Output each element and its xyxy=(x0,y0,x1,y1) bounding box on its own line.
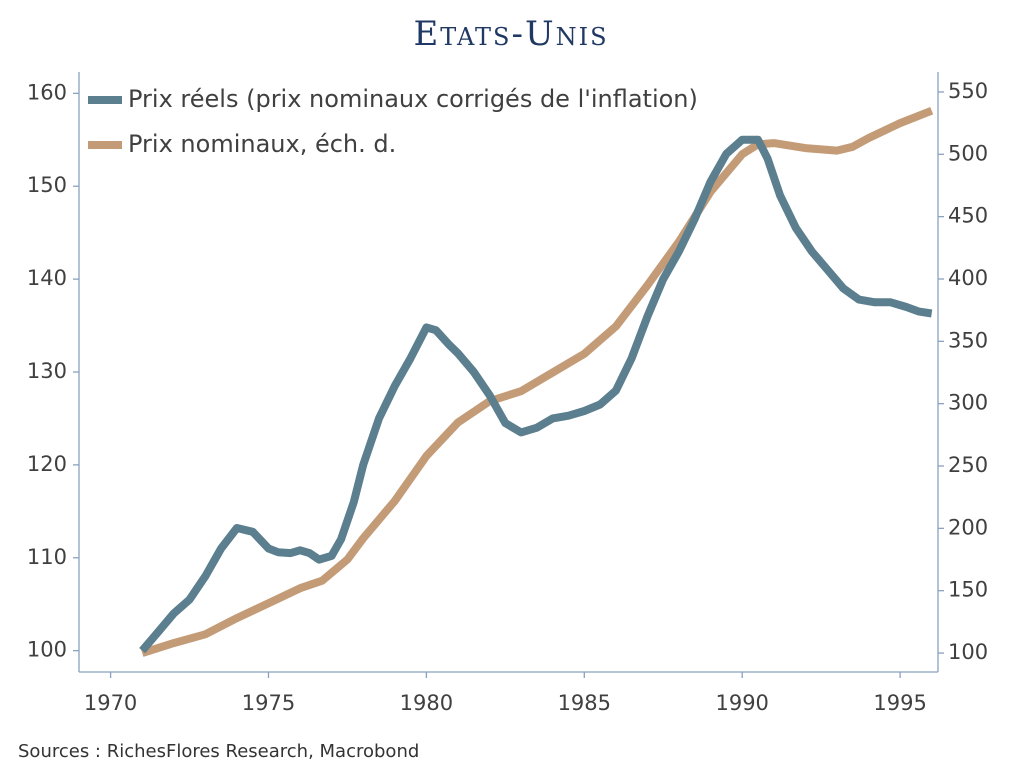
y-tick-label: 140 xyxy=(27,266,67,290)
x-tick-label: 1995 xyxy=(873,691,926,715)
y-tick-label: 160 xyxy=(27,80,67,104)
x-tick-label: 1970 xyxy=(84,691,137,715)
x-tick-label: 1980 xyxy=(400,691,453,715)
y2-tick-label: 200 xyxy=(948,515,988,539)
y2-tick-label: 550 xyxy=(948,79,988,103)
y-tick-label: 150 xyxy=(27,173,67,197)
legend-label: Prix réels (prix nominaux corrigés de l'… xyxy=(128,85,698,113)
y2-tick-label: 450 xyxy=(948,204,988,228)
x-tick-label: 1975 xyxy=(242,691,295,715)
chart-title: Etats-Unis xyxy=(413,14,608,54)
y2-tick-label: 300 xyxy=(948,391,988,415)
y2-tick-label: 500 xyxy=(948,141,988,165)
source: Sources : RichesFlores Research, Macrobo… xyxy=(18,741,419,762)
x-tick-label: 1985 xyxy=(558,691,611,715)
y-tick-label: 130 xyxy=(27,359,67,383)
y2-tick-label: 400 xyxy=(948,266,988,290)
x-tick-label: 1990 xyxy=(715,691,768,715)
y2-tick-label: 250 xyxy=(948,453,988,477)
series-line xyxy=(139,135,933,654)
series-line xyxy=(141,106,934,657)
legend-label: Prix nominaux, éch. d. xyxy=(128,130,396,158)
y-tick-label: 110 xyxy=(27,545,67,569)
y2-tick-label: 350 xyxy=(948,328,988,352)
y-tick-label: 120 xyxy=(27,452,67,476)
y2-tick-label: 100 xyxy=(948,640,988,664)
y-tick-label: 100 xyxy=(27,638,67,662)
y2-tick-label: 150 xyxy=(948,578,988,602)
